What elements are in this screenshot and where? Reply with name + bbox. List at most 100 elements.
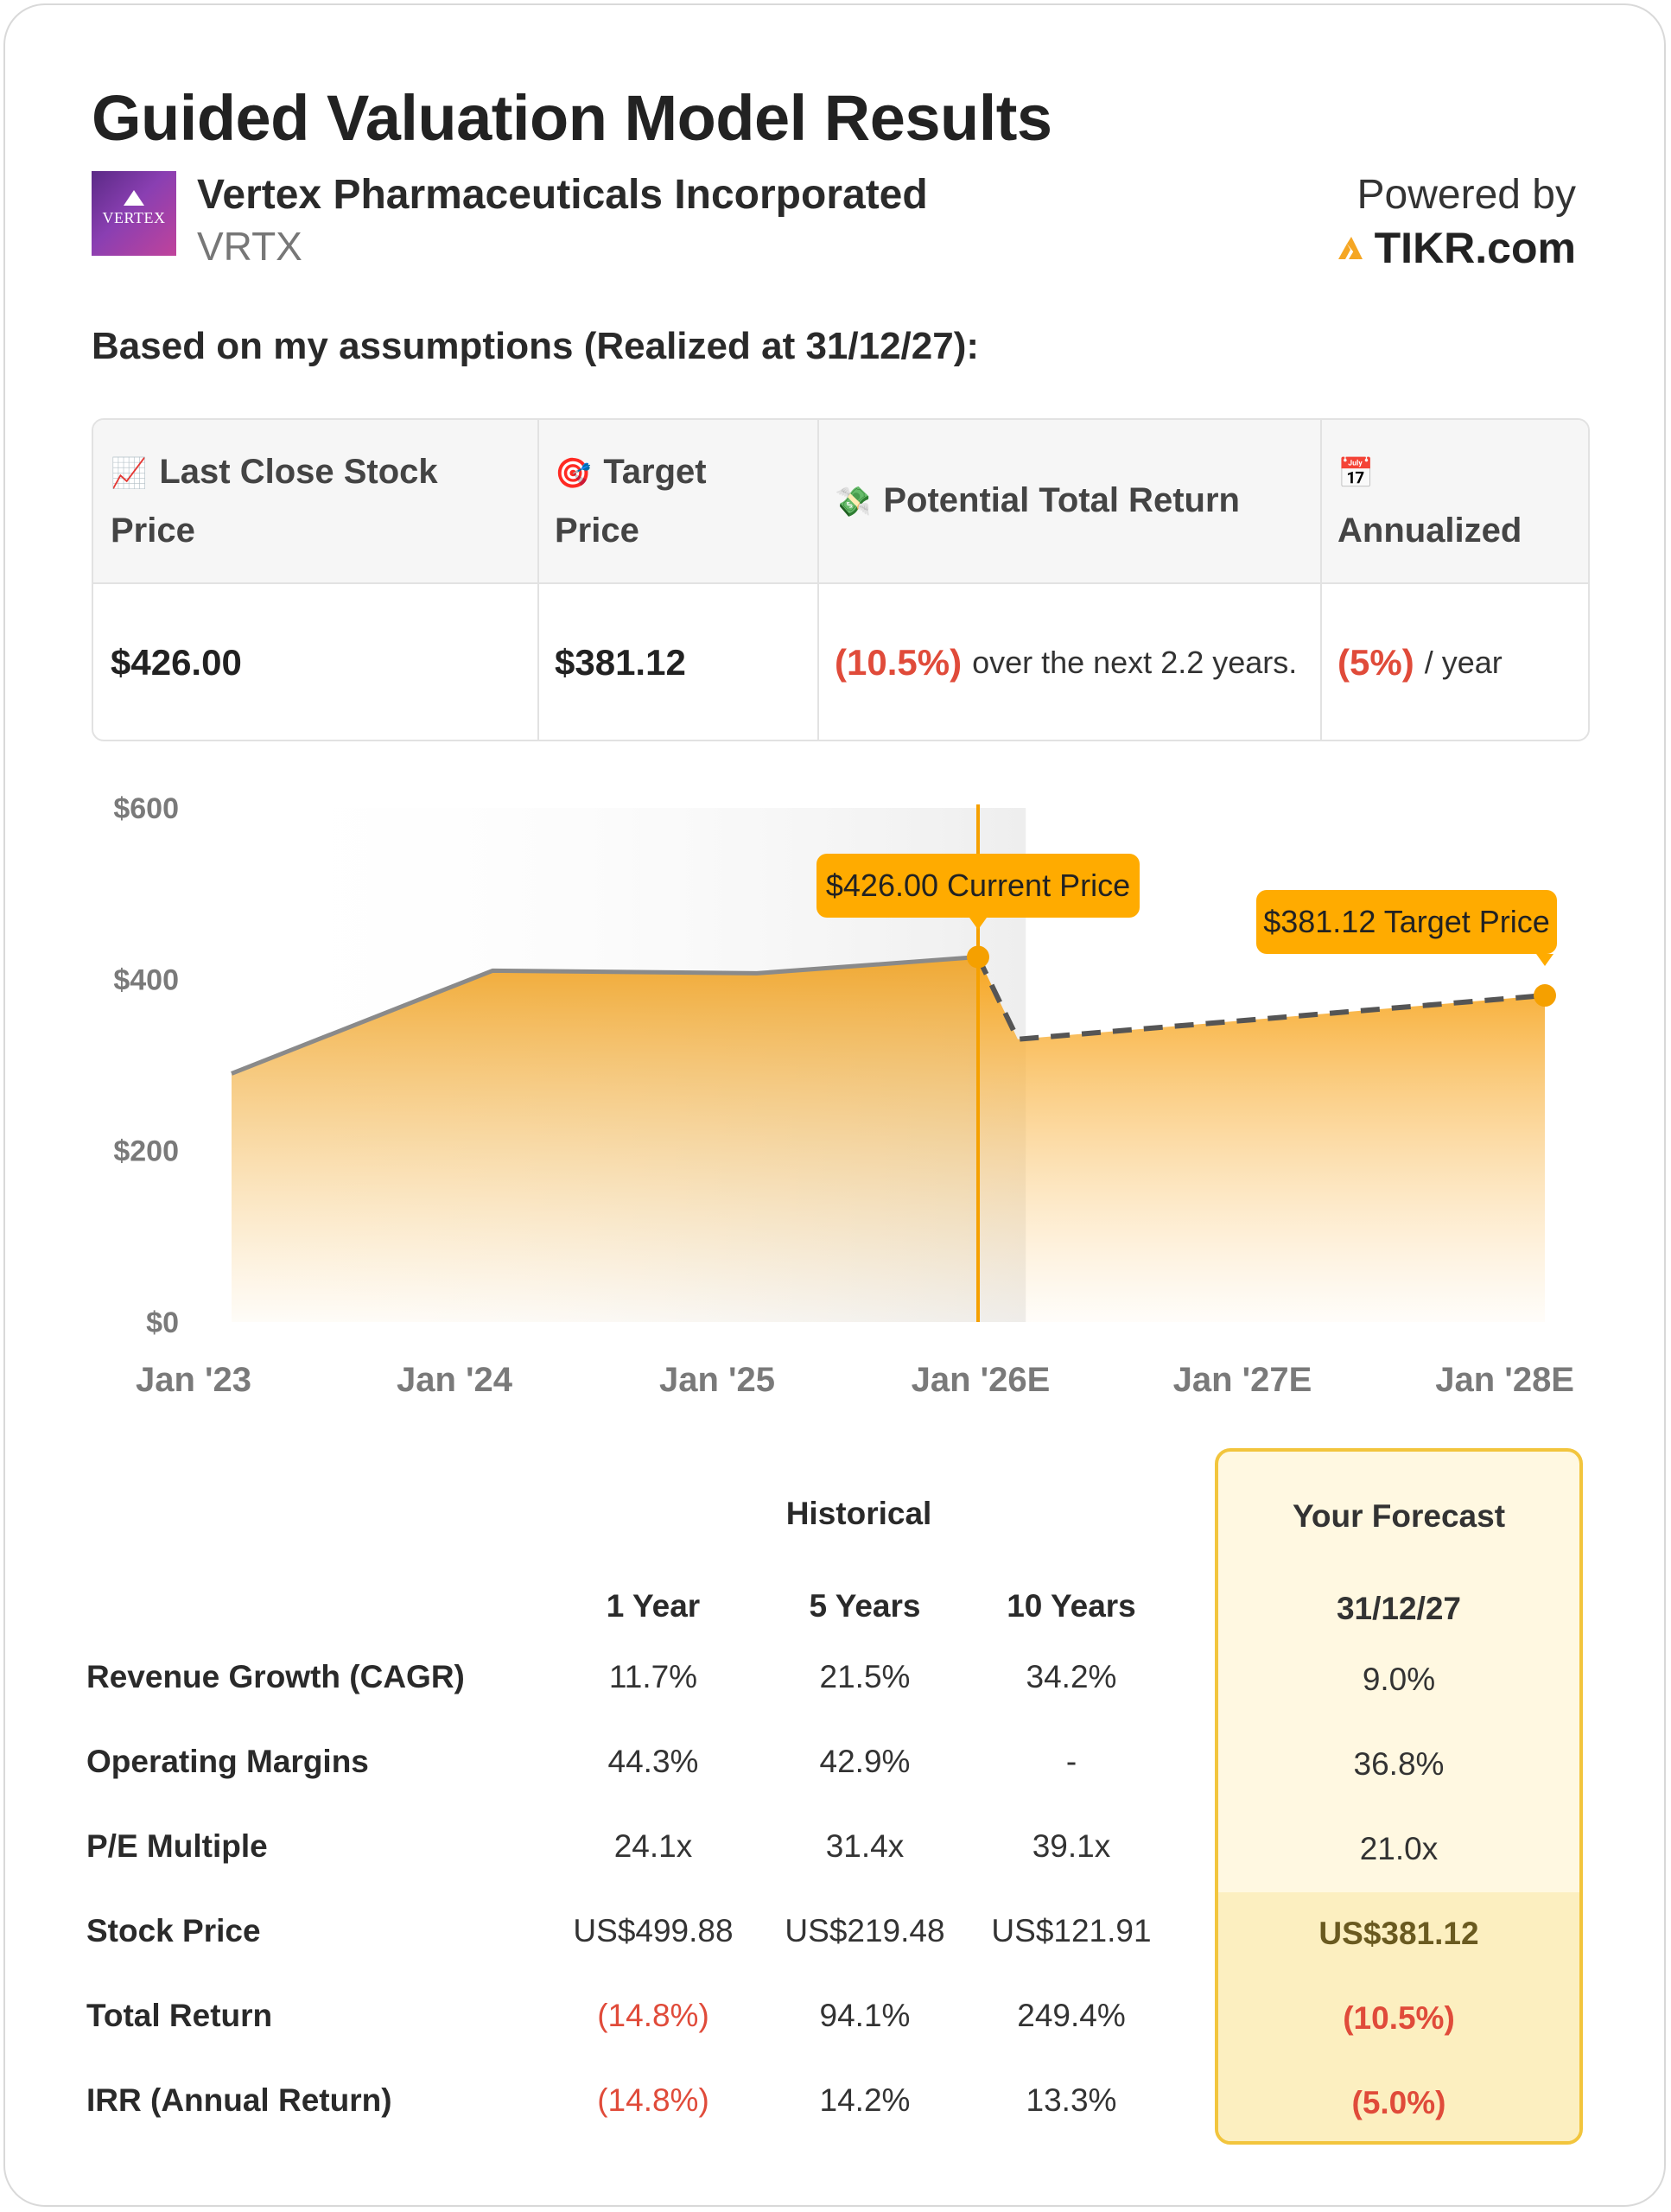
assumptions-heading: Based on my assumptions (Realized at 31/… [92, 325, 980, 367]
historical-area [232, 957, 978, 1322]
annualized-value: (5%) [1337, 642, 1414, 683]
header-label: Annualized [1337, 512, 1522, 550]
metric-cell: 44.3% [607, 1744, 699, 1779]
logo-text: VERTEX [102, 209, 166, 226]
metric-cell: - [1065, 1744, 1077, 1779]
callout-box [816, 854, 1140, 918]
total-return-suffix: over the next 2.2 years. [972, 645, 1298, 680]
forecast-label: Your Forecast [1292, 1498, 1506, 1534]
tikr-brand[interactable]: TIKR.com [1337, 223, 1576, 273]
header-target-price: 🎯 Target Price [537, 420, 817, 582]
current-price-marker [967, 945, 989, 969]
chart-increasing-icon: 📈 [111, 457, 148, 490]
metric-row-label: Operating Margins [86, 1744, 369, 1779]
metric-cell: 24.1x [613, 1828, 693, 1864]
forecast-date: 31/12/27 [1336, 1591, 1462, 1626]
metric-row-label: Total Return [86, 1998, 273, 2033]
forecast-area [978, 957, 1545, 1322]
metric-row-label: Stock Price [86, 1913, 261, 1948]
forecast-cell: (10.5%) [1343, 2000, 1455, 2036]
forecast-cell: 9.0% [1362, 1662, 1436, 1697]
callout-box [1256, 890, 1557, 954]
x-tick-label: Jan '28E [1435, 1361, 1574, 1399]
target-price-marker [1534, 984, 1556, 1007]
forecast-cell: 36.8% [1353, 1746, 1445, 1782]
metric-row-label: IRR (Annual Return) [86, 2082, 392, 2118]
forecast-column [1215, 1448, 1583, 2145]
forecast-cell: (5.0%) [1351, 2085, 1446, 2120]
calendar-icon: 📅 [1337, 457, 1375, 490]
y-tick-label: $0 [146, 1306, 179, 1339]
metric-cell: US$219.48 [785, 1913, 945, 1948]
callout-pointer [969, 918, 987, 930]
x-tick-label: Jan '24 [397, 1361, 513, 1399]
y-tick-label: $200 [113, 1135, 179, 1168]
col-1-year: 1 Year [606, 1588, 701, 1624]
callout-layer: $426.00 Current Price $381.12 Target Pric… [816, 854, 1557, 966]
y-axis: $0 $200 $400 $600 [113, 792, 179, 1339]
ticker-symbol: VRTX [197, 224, 302, 269]
metric-cell: (14.8%) [597, 1998, 709, 2033]
metric-cell: US$499.88 [573, 1913, 734, 1948]
target-price-value: $381.12 [555, 642, 686, 683]
forecast-cell: US$381.12 [1318, 1916, 1479, 1951]
company-logo: VERTEX [92, 171, 176, 256]
header-label: Potential Total Return [883, 481, 1240, 519]
metric-cell: (14.8%) [597, 2082, 709, 2118]
total-return-cell: (10.5%) over the next 2.2 years. [817, 582, 1320, 740]
metric-row-label: Revenue Growth (CAGR) [86, 1659, 465, 1694]
metric-cell: 42.9% [819, 1744, 911, 1779]
annualized-suffix: / year [1424, 645, 1503, 680]
summary-divider [1320, 420, 1322, 740]
header-last-close: 📈 Last Close Stock Price [93, 420, 537, 582]
header-label: Last Close Stock Price [111, 453, 438, 550]
col-10-years: 10 Years [1007, 1588, 1136, 1624]
header-label: Target Price [555, 453, 707, 550]
metric-cell: US$121.91 [991, 1913, 1152, 1948]
metric-cell: 11.7% [608, 1659, 698, 1694]
forecast-line [975, 956, 1546, 1042]
metric-cell: 34.2% [1026, 1659, 1117, 1694]
metric-row-label: P/E Multiple [86, 1828, 268, 1864]
tikr-logo-icon [1337, 237, 1363, 259]
historical-line [231, 955, 979, 1076]
series-layer [231, 804, 1556, 1322]
header-total-return: 💸 Potential Total Return [817, 420, 1320, 582]
powered-by-label: Powered by [1356, 172, 1576, 218]
tikr-brand-text: TIKR.com [1374, 224, 1576, 272]
forecast-highlight [1218, 1892, 1579, 2141]
annualized-cell: (5%) / year [1320, 582, 1588, 740]
col-5-years: 5 Years [809, 1588, 921, 1624]
x-tick-label: Jan '27E [1173, 1361, 1312, 1399]
callout-label: $381.12 Target Price [1263, 904, 1550, 939]
company-name: Vertex Pharmaceuticals Incorporated [197, 172, 928, 218]
summary-table: 📈 Last Close Stock Price 🎯 Target Price 💸 P… [92, 418, 1590, 741]
callout-label: $426.00 Current Price [826, 868, 1130, 903]
metric-cell: 249.4% [1017, 1998, 1126, 2033]
x-tick-label: Jan '25 [659, 1361, 775, 1399]
summary-divider [537, 420, 539, 740]
metric-cell: 21.5% [819, 1659, 911, 1694]
metric-cell: 13.3% [1026, 2082, 1117, 2118]
total-return-value: (10.5%) [835, 642, 963, 683]
summary-divider [817, 420, 819, 740]
metric-cell: 94.1% [819, 1998, 911, 2033]
historical-label: Historical [785, 1496, 932, 1531]
logo-triangle-icon [124, 190, 144, 206]
header-annualized: 📅 Annualized [1320, 420, 1588, 582]
target-icon: 🎯 [555, 457, 592, 490]
x-axis: Jan '23 Jan '24 Jan '25 Jan '26E Jan '27E Jan… [136, 1361, 1574, 1399]
metric-cell: 39.1x [1032, 1828, 1111, 1864]
y-tick-label: $600 [113, 792, 179, 825]
metric-cell: 14.2% [819, 2082, 911, 2118]
page-title: Guided Valuation Model Results [92, 82, 1052, 154]
metric-cell: 31.4x [825, 1828, 905, 1864]
forecast-cell: 21.0x [1359, 1831, 1439, 1866]
price-chart: $0 $200 $400 $600 Jan '23 Jan '24 Jan '25 Jan … [113, 792, 1574, 1399]
summary-header-row [93, 420, 1588, 584]
money-with-wings-icon: 💸 [835, 486, 872, 518]
y-tick-label: $400 [113, 963, 179, 996]
callout-pointer [1536, 954, 1553, 966]
last-close-value: $426.00 [111, 642, 242, 683]
x-tick-label: Jan '23 [136, 1361, 251, 1399]
